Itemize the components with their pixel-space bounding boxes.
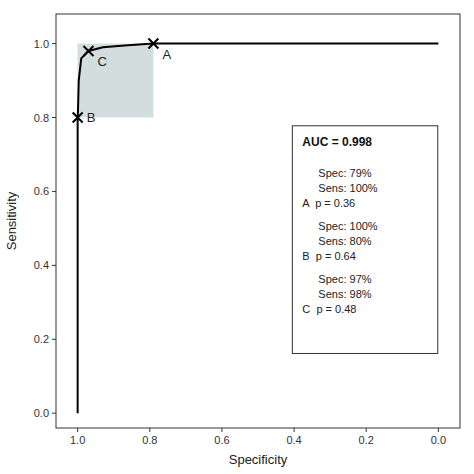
x-tick bbox=[294, 428, 295, 432]
plot-frame bbox=[56, 14, 460, 428]
annotation-line: Spec: 79% bbox=[318, 167, 371, 179]
annotation-title: AUC = 0.998 bbox=[302, 135, 372, 149]
x-tick-label: 0.0 bbox=[431, 434, 446, 446]
plot-area bbox=[73, 39, 439, 414]
annotation-frame bbox=[292, 126, 437, 354]
y-axis-label: Sensitivity bbox=[4, 191, 19, 250]
y-tick bbox=[52, 191, 56, 192]
x-tick bbox=[438, 428, 439, 432]
point-marker bbox=[148, 39, 158, 49]
annotation-line: B p = 0.64 bbox=[302, 250, 356, 262]
annotation-line: A p = 0.36 bbox=[302, 197, 355, 209]
x-tick-label: 1.0 bbox=[70, 434, 85, 446]
y-tick-label: 0.8 bbox=[34, 112, 49, 124]
page: {"chart_data": { "type": "line", "xlabel… bbox=[0, 0, 474, 474]
y-tick-label: 0.2 bbox=[34, 333, 49, 345]
y-tick-label: 0.0 bbox=[34, 407, 49, 419]
y-tick-label: 1.0 bbox=[34, 38, 49, 50]
axes: 1.0 0.8 0.6 0.4 0.2 0.0 0.0 0.2 0.4 0.6 0.8 1.0 bbox=[34, 38, 446, 446]
x-tick bbox=[149, 428, 150, 432]
y-tick bbox=[52, 117, 56, 118]
point-labels: A B C bbox=[87, 47, 172, 125]
x-tick-label: 0.8 bbox=[142, 434, 157, 446]
shaded-region bbox=[78, 44, 154, 118]
annotation-line: Spec: 97% bbox=[318, 273, 371, 285]
x-tick bbox=[366, 428, 367, 432]
x-axis-label: Specificity bbox=[229, 452, 288, 467]
chart: A B C 1.0 0.8 0.6 0.4 0.2 0.0 0.0 0.2 0.4 0.6 0.8 1.0 S… bbox=[0, 0, 474, 474]
x-tick bbox=[77, 428, 78, 432]
annotation-line: Sens: 80% bbox=[318, 235, 371, 247]
annotation-line: C p = 0.48 bbox=[302, 303, 356, 315]
y-tick-label: 0.4 bbox=[34, 259, 49, 271]
point-label: B bbox=[87, 110, 96, 125]
x-tick-label: 0.2 bbox=[359, 434, 374, 446]
point-marker bbox=[73, 113, 83, 123]
y-tick bbox=[52, 413, 56, 414]
annotation-line: Spec: 100% bbox=[318, 220, 378, 232]
y-tick bbox=[52, 43, 56, 44]
point-marker bbox=[83, 46, 93, 56]
roc-curve bbox=[78, 44, 439, 414]
x-tick-label: 0.4 bbox=[286, 434, 301, 446]
x-tick-label: 0.6 bbox=[214, 434, 229, 446]
y-tick bbox=[52, 265, 56, 266]
x-tick bbox=[221, 428, 222, 432]
annotation-box: AUC = 0.998 Spec: 79% Sens: 100% A p = 0.36… bbox=[292, 126, 437, 354]
point-label: C bbox=[97, 54, 106, 69]
point-label: A bbox=[162, 47, 171, 62]
y-tick bbox=[52, 339, 56, 340]
y-tick-label: 0.6 bbox=[34, 185, 49, 197]
annotation-line: Sens: 100% bbox=[318, 182, 378, 194]
annotation-line: Sens: 98% bbox=[318, 288, 371, 300]
